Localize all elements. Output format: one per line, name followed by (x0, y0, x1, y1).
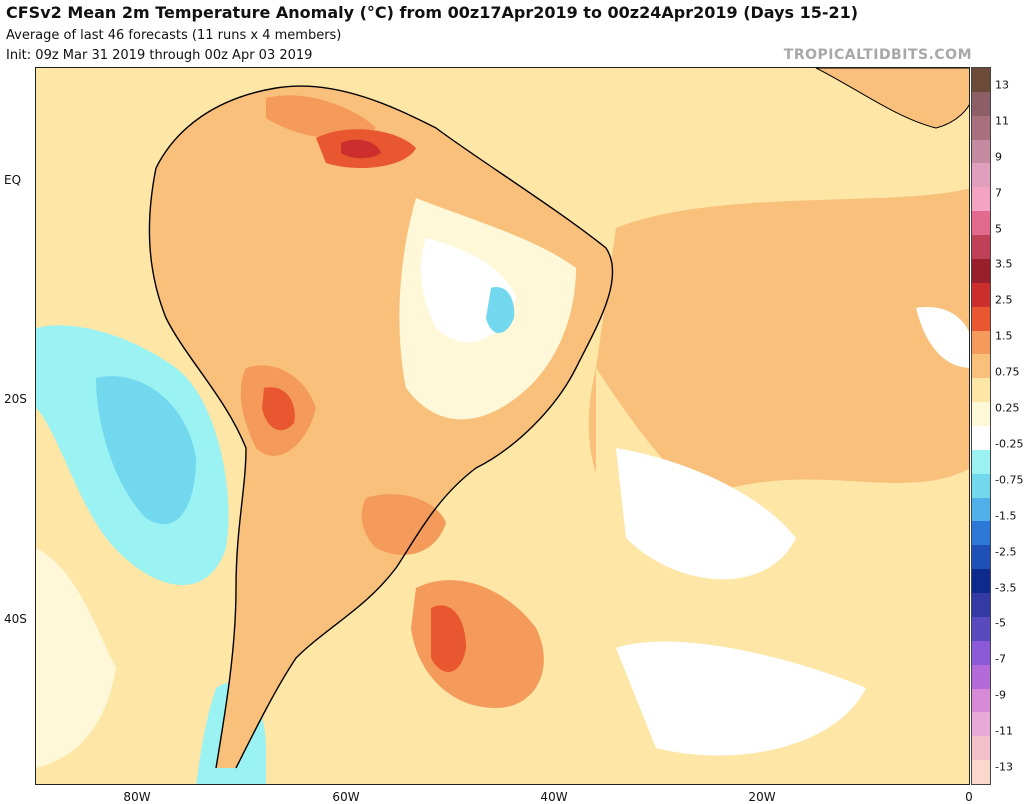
coastline (155, 85, 614, 769)
colorbar-cell (972, 473, 990, 499)
colorbar-label: 2.5 (995, 293, 1013, 307)
colorbar-cell (972, 402, 990, 427)
lon-label-20w: 20W (748, 790, 776, 804)
lat-label-20s: 20S (4, 392, 27, 406)
colorbar-cell (972, 378, 990, 403)
lon-label-40w: 40W (540, 790, 568, 804)
colorbar-label: 0.75 (995, 365, 1020, 379)
near-zero-area-1 (616, 448, 796, 580)
colorbar-label: 1.5 (995, 329, 1013, 343)
colorbar-cell (972, 736, 990, 761)
colorbar-cell (972, 187, 990, 212)
colorbar-label: -2.5 (995, 545, 1017, 559)
colorbar-cell (972, 426, 990, 451)
colorbar-cell (972, 258, 990, 284)
colorbar-cell (972, 521, 990, 546)
colorbar-cell (972, 115, 990, 141)
colorbar-cell (972, 616, 990, 642)
colorbar-cell (972, 688, 990, 713)
colorbar-cell (972, 235, 990, 260)
map-title: CFSv2 Mean 2m Temperature Anomaly (°C) f… (6, 3, 859, 22)
andes-warm-core (262, 387, 295, 431)
colorbar-label: -1.5 (995, 509, 1017, 523)
pacific-weak-anomaly (36, 548, 116, 768)
map-subtitle-forecasts: Average of last 46 forecasts (11 runs x … (6, 28, 342, 43)
colorbar-label: 9 (995, 150, 1002, 164)
colorbar-cell (972, 163, 990, 188)
colorbar-label: -7 (995, 652, 1006, 666)
colorbar-label: -11 (995, 724, 1013, 738)
brazil-cold-spot (486, 287, 515, 333)
colorbar-label: 7 (995, 186, 1002, 200)
colorbar-cell (972, 593, 990, 618)
colorbar-label: 13 (995, 78, 1009, 92)
guiana-hot-spot (341, 139, 381, 159)
colorbar-cell (972, 354, 990, 379)
atlantic-warm-anomaly (588, 188, 969, 514)
anomaly-map-svg (36, 68, 969, 784)
lat-label-40s: 40S (4, 612, 27, 626)
lat-label-eq: EQ (4, 173, 22, 187)
colorbar-label: -0.25 (995, 437, 1024, 451)
near-zero-area-2 (616, 641, 866, 756)
colorbar-label: -0.75 (995, 473, 1024, 487)
colorbar-label: 11 (995, 114, 1009, 128)
colorbar-cell (972, 640, 990, 666)
colorbar-label: 0.25 (995, 401, 1020, 415)
colorbar-cell (972, 449, 990, 475)
colorbar-cell (972, 91, 990, 117)
colorbar-cell (972, 760, 990, 785)
colorbar-label: 3.5 (995, 257, 1013, 271)
colorbar-cell (972, 664, 990, 690)
lon-label-60w: 60W (332, 790, 360, 804)
colorbar-cell (972, 139, 990, 164)
colorbar-cell (972, 712, 990, 737)
colorbar-label: -3.5 (995, 581, 1017, 595)
colorbar-cell (972, 68, 990, 93)
colorbar-label: -9 (995, 688, 1006, 702)
colorbar-cell (972, 211, 990, 236)
near-zero-area-3 (916, 307, 969, 368)
colorbar-cell (972, 569, 990, 594)
colorbar-cell (972, 545, 990, 570)
africa-landmass (815, 68, 969, 129)
south-atlantic-warm-core (431, 605, 466, 672)
colorbar-cell (972, 282, 990, 308)
brand-watermark: TROPICALTIDBITS.COM (783, 47, 972, 63)
anomaly-map (35, 67, 970, 785)
pacific-coastline (148, 167, 247, 769)
colorbar (971, 67, 991, 785)
colorbar-label: -13 (995, 760, 1013, 774)
pacific-cold-core (96, 376, 196, 525)
colorbar-label: -5 (995, 616, 1006, 630)
colorbar-label: 5 (995, 222, 1002, 236)
map-subtitle-init: Init: 09z Mar 31 2019 through 00z Apr 03… (6, 48, 313, 63)
colorbar-cell (972, 330, 990, 355)
lon-label-80w: 80W (123, 790, 151, 804)
lon-label-0: 0 (965, 790, 973, 804)
venezuela-warm-core (266, 95, 376, 139)
colorbar-cell (972, 306, 990, 332)
colorbar-cell (972, 497, 990, 522)
uruguay-warm-anomaly (361, 494, 446, 555)
